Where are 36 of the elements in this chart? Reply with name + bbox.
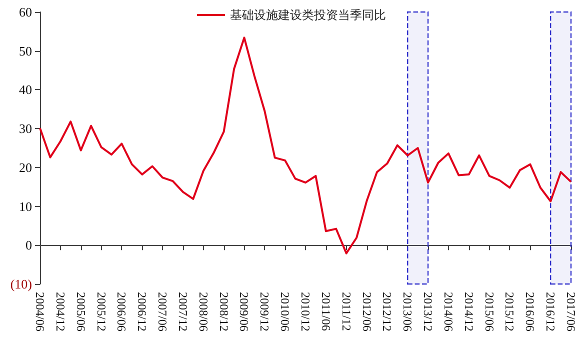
x-tick-label: 2015/12 (502, 292, 517, 332)
y-tick-label: 10 (19, 198, 32, 214)
x-tick-label: 2007/06 (156, 292, 170, 332)
x-tick-label: 2004/12 (53, 292, 68, 332)
x-tick-label: 2017/06 (564, 292, 578, 332)
x-tick-label: 2013/12 (421, 292, 436, 332)
y-tick-label: 60 (19, 4, 32, 20)
x-tick-label: 2006/06 (114, 292, 129, 332)
x-tick-label: 2009/06 (237, 292, 252, 332)
x-tick-label: 2009/12 (258, 292, 272, 332)
x-tick-label: 2008/06 (196, 292, 210, 332)
x-tick-label: 2007/12 (176, 292, 190, 332)
x-tick-label: 2016/06 (523, 292, 538, 332)
y-tick-label: 40 (19, 82, 32, 98)
legend-label: 基础设施建设类投资当季同比 (230, 8, 386, 22)
x-tick-label: 2008/12 (216, 292, 231, 332)
x-tick-label: 2004/06 (33, 292, 47, 332)
y-tick-label: 30 (19, 121, 32, 136)
x-tick-label: 2015/06 (482, 292, 496, 332)
x-tick-label: 2011/06 (318, 292, 333, 331)
x-tick-label: 2012/12 (380, 292, 394, 332)
x-tick-label: 2005/12 (94, 292, 108, 332)
x-tick-label: 2012/06 (360, 292, 374, 332)
x-tick-label: 2006/12 (135, 292, 150, 332)
y-tick-label: (10) (10, 276, 32, 292)
y-tick-label: 0 (26, 238, 32, 253)
x-tick-label: 2005/06 (74, 292, 88, 332)
y-tick-label: 50 (19, 43, 32, 58)
x-tick-label: 2011/12 (339, 292, 354, 331)
y-tick-label: 20 (19, 160, 32, 175)
x-tick-label: 2013/06 (400, 292, 415, 332)
x-tick-label: 2016/12 (544, 292, 558, 332)
x-tick-label: 2014/12 (462, 292, 476, 332)
x-tick-label: 2010/06 (278, 292, 292, 332)
x-tick-label: 2014/06 (441, 292, 456, 332)
x-tick-label: 2010/12 (298, 292, 312, 332)
